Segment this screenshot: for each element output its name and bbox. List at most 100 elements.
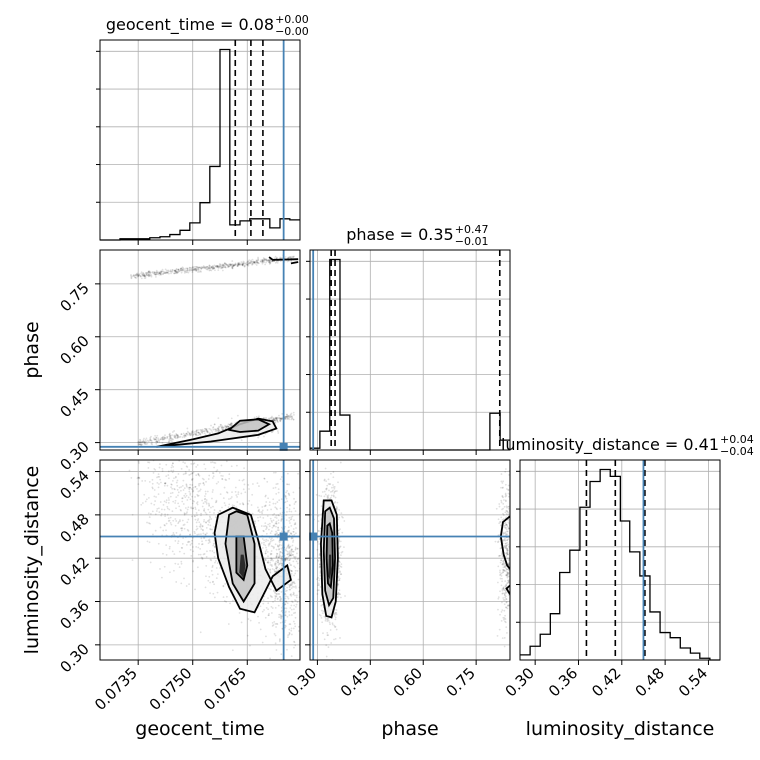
scatter-point	[216, 469, 219, 471]
scatter-point	[230, 422, 233, 425]
scatter-point	[180, 267, 183, 270]
scatter-point	[269, 568, 272, 571]
scatter-point	[208, 575, 211, 578]
scatter-point	[294, 616, 297, 619]
scatter-point	[190, 269, 192, 272]
scatter-point	[334, 490, 337, 493]
scatter-point	[211, 491, 214, 493]
scatter-point	[237, 262, 240, 265]
scatter-point	[287, 547, 290, 549]
scatter-point	[163, 484, 166, 487]
scatter-point	[290, 548, 293, 551]
scatter-point	[324, 467, 327, 470]
scatter-point	[305, 592, 307, 594]
scatter-point	[274, 606, 277, 609]
scatter-point	[339, 561, 341, 564]
scatter-point	[175, 271, 178, 273]
scatter-point	[174, 270, 177, 273]
scatter-point	[249, 644, 251, 647]
scatter-point	[204, 490, 207, 493]
panel-frame	[309, 459, 511, 661]
scatter-point	[227, 423, 230, 426]
scatter-point	[197, 509, 200, 512]
scatter-point	[499, 573, 502, 576]
scatter-point	[221, 264, 224, 267]
scatter-point	[291, 554, 294, 556]
scatter-point	[262, 259, 265, 261]
scatter-point	[280, 417, 283, 420]
scatter-point	[274, 564, 277, 566]
scatter-point	[164, 482, 166, 485]
scatter-point	[199, 526, 202, 528]
scatter-point	[169, 270, 172, 273]
scatter-point	[277, 545, 280, 548]
scatter-point	[186, 508, 189, 511]
scatter-point	[137, 460, 140, 463]
scatter-point	[284, 614, 287, 617]
scatter-point	[286, 500, 289, 503]
scatter-point	[154, 468, 157, 471]
scatter-point	[178, 436, 181, 439]
scatter-point	[328, 483, 331, 486]
scatter-point	[165, 463, 168, 466]
scatter-point	[267, 258, 270, 261]
scatter-point	[148, 273, 150, 276]
scatter-point	[271, 526, 274, 529]
scatter-point	[257, 506, 259, 509]
scatter-point	[179, 508, 182, 511]
scatter-point	[502, 486, 504, 489]
scatter-point	[293, 565, 295, 568]
scatter-point	[223, 502, 226, 504]
scatter-point	[294, 625, 297, 628]
scatter-point	[251, 493, 254, 496]
scatter-point	[175, 271, 178, 274]
scatter-point	[175, 520, 178, 522]
scatter-point	[208, 432, 211, 435]
scatter-point	[206, 430, 209, 433]
scatter-point	[169, 437, 172, 439]
scatter-point	[265, 261, 267, 264]
scatter-point	[279, 418, 282, 420]
scatter-point	[286, 483, 288, 486]
scatter-point	[263, 477, 266, 480]
scatter-point	[175, 437, 177, 439]
scatter-point	[186, 433, 188, 435]
scatter-point	[332, 476, 335, 479]
scatter-point	[276, 532, 278, 535]
scatter-point	[303, 586, 305, 588]
scatter-point	[175, 433, 178, 435]
scatter-point	[205, 429, 208, 431]
scatter-point	[143, 493, 146, 496]
scatter-point	[141, 440, 144, 443]
scatter-point	[292, 255, 295, 258]
scatter-point	[233, 504, 236, 507]
scatter-point	[261, 506, 264, 508]
scatter-point	[202, 553, 205, 556]
scatter-point	[268, 501, 271, 504]
scatter-point	[275, 626, 277, 628]
scatter-point	[151, 486, 154, 489]
scatter-point	[324, 493, 327, 496]
scatter-point	[159, 501, 162, 503]
scatter-point	[205, 268, 208, 271]
scatter-point	[325, 644, 328, 647]
scatter-point	[237, 263, 239, 265]
scatter-point	[506, 547, 509, 550]
scatter-point	[137, 476, 140, 479]
scatter-point	[128, 469, 131, 472]
scatter-point	[222, 426, 225, 429]
scatter-point	[178, 550, 181, 553]
scatter-point	[325, 488, 328, 491]
scatter-point	[193, 515, 196, 517]
scatter-point	[338, 577, 341, 580]
scatter-point	[267, 567, 269, 570]
scatter-point	[177, 435, 179, 438]
scatter-point	[242, 478, 245, 481]
scatter-point	[201, 430, 204, 433]
scatter-point	[142, 273, 144, 276]
scatter-point	[205, 521, 207, 524]
scatter-point	[158, 441, 161, 443]
scatter-point	[236, 414, 239, 417]
scatter-point	[173, 434, 176, 437]
scatter-point	[154, 273, 156, 276]
